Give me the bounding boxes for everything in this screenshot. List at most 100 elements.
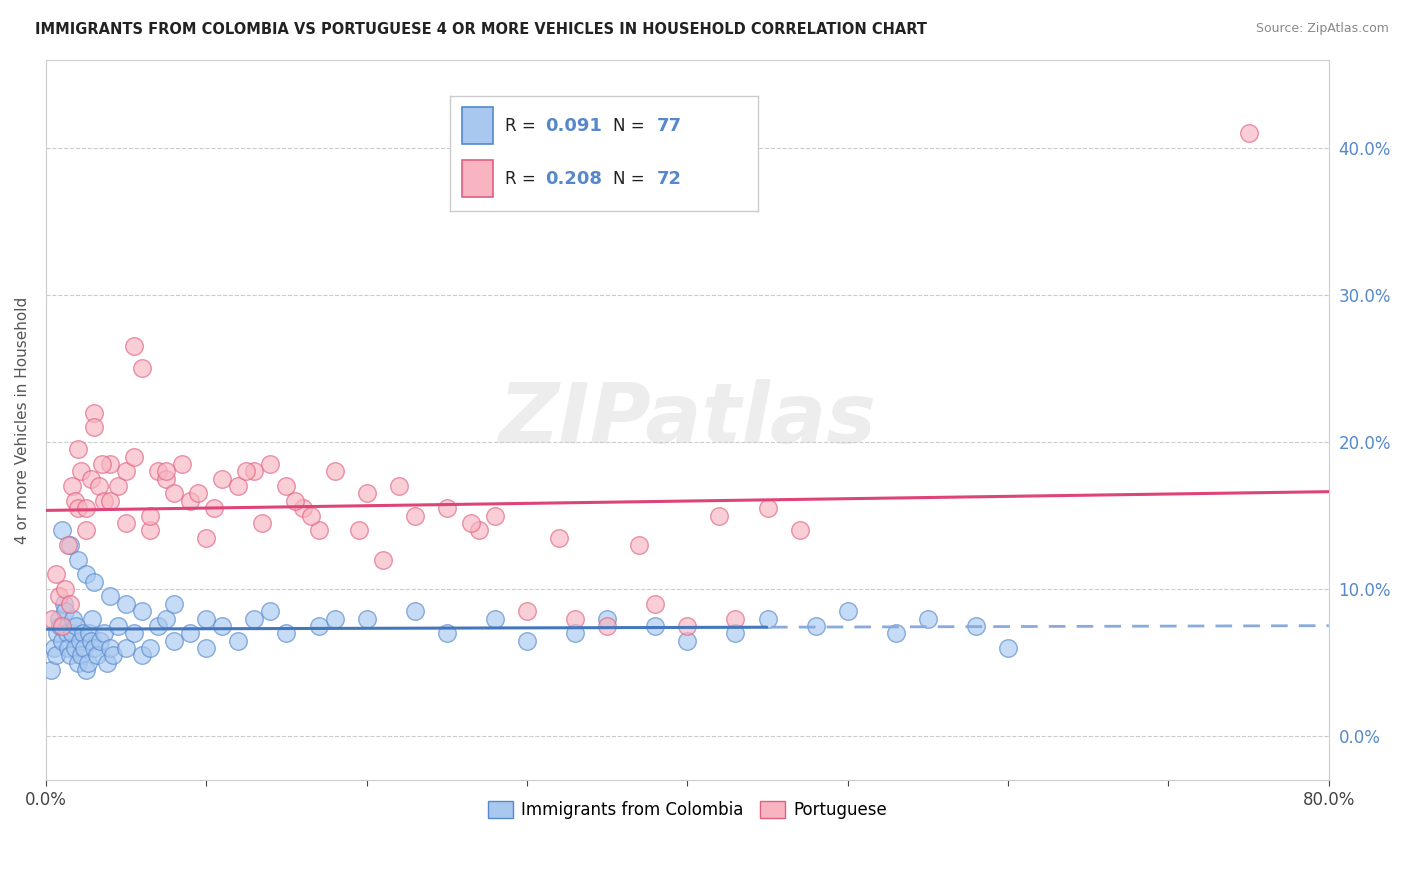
Point [115,640,138,655]
Point [965,619,987,633]
Point [347,523,370,537]
Point [70,648,93,663]
Point [87,479,110,493]
Text: Source: ZipAtlas.com: Source: ZipAtlas.com [1256,22,1389,36]
Point [155,472,177,486]
Point [837,604,859,618]
Point [73,640,96,655]
Point [46,626,69,640]
Point [93,493,115,508]
Point [131,604,153,618]
Point [628,538,651,552]
Point [308,619,330,633]
Point [404,508,426,523]
Point [77,626,100,640]
Point [80,633,103,648]
Point [75,663,97,677]
Point [211,619,233,633]
Point [195,640,218,655]
Point [884,626,907,640]
Point [155,611,177,625]
Point [243,465,266,479]
Point [59,648,82,663]
Point [371,552,394,566]
Point [404,604,426,618]
Point [323,465,346,479]
Point [172,457,194,471]
Point [548,531,571,545]
Point [103,648,125,663]
Point [917,611,939,625]
Point [98,640,121,655]
Point [83,406,105,420]
Point [83,640,105,655]
Point [163,597,186,611]
Point [96,656,118,670]
Point [356,611,378,625]
Point [155,465,177,479]
Point [75,567,97,582]
Point [148,465,170,479]
Point [41,611,63,625]
Point [997,640,1019,655]
Point [388,479,411,493]
Point [67,442,90,457]
Point [115,465,138,479]
Point [53,604,76,618]
Point [460,516,482,530]
Point [51,523,73,537]
Point [48,611,70,625]
Point [48,590,70,604]
Point [52,597,75,611]
Point [65,619,87,633]
Point [69,633,91,648]
Point [82,611,104,625]
Point [516,604,538,618]
Point [76,656,98,670]
Point [45,567,67,582]
Point [187,486,209,500]
Point [83,420,105,434]
Point [1237,126,1260,140]
Point [139,523,162,537]
Point [67,552,90,566]
Point [468,523,491,537]
Point [356,486,378,500]
Point [709,508,731,523]
Point [93,626,115,640]
Point [58,640,80,655]
Point [436,501,458,516]
Point [804,619,827,633]
Point [283,493,305,508]
Point [259,457,281,471]
Point [49,619,72,633]
Point [59,597,82,611]
Point [115,597,138,611]
Point [789,523,811,537]
Point [299,508,322,523]
Point [98,493,121,508]
Point [484,508,506,523]
Point [51,633,73,648]
Point [39,663,62,677]
Point [148,619,170,633]
Point [70,465,93,479]
Point [80,472,103,486]
Point [42,640,65,655]
Point [564,626,586,640]
Point [323,611,346,625]
Point [724,611,747,625]
Point [91,457,114,471]
Point [644,619,666,633]
Text: ZIPatlas: ZIPatlas [499,379,876,460]
Point [291,501,314,516]
Point [564,611,586,625]
Point [45,648,67,663]
Point [596,619,619,633]
Point [163,486,186,500]
Legend: Immigrants from Colombia, Portuguese: Immigrants from Colombia, Portuguese [481,795,894,826]
Point [98,590,121,604]
Point [179,493,201,508]
Point [60,479,83,493]
Point [59,538,82,552]
